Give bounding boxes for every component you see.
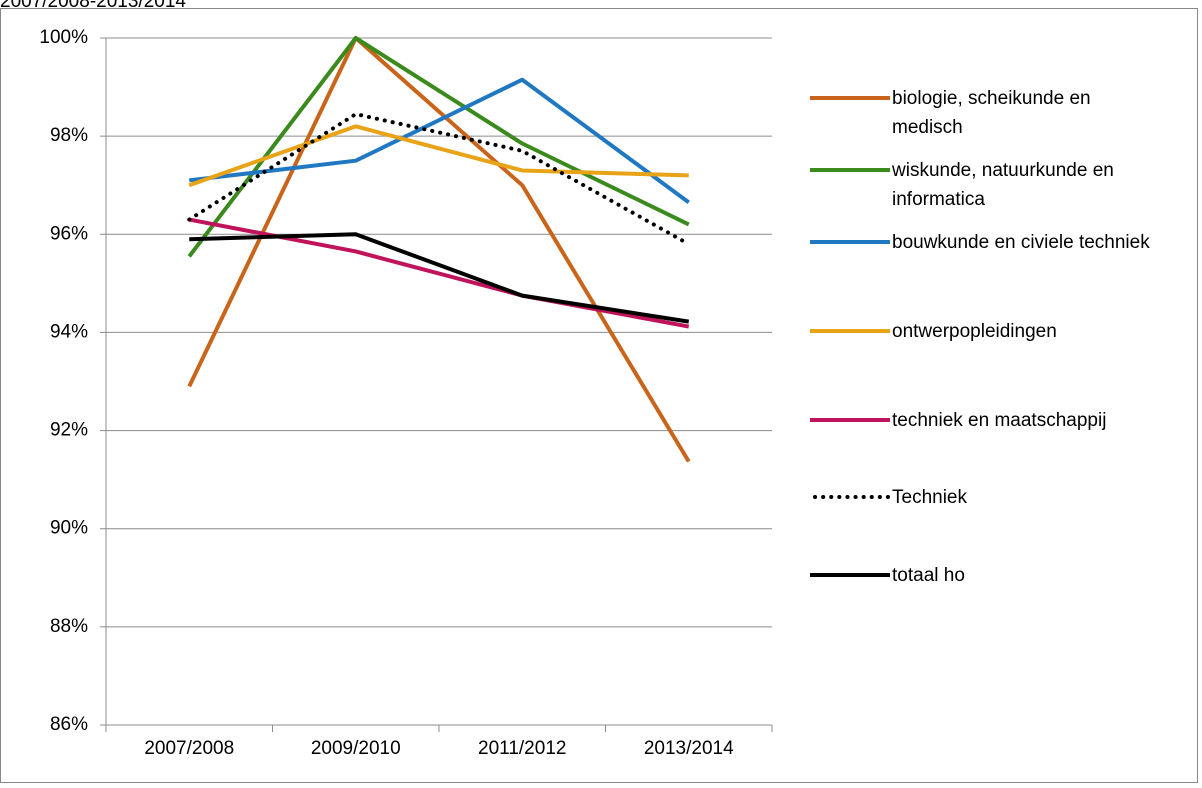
legend-label: techniek en maatschappij [892,409,1107,431]
legend-label: biologie, scheikunde en medisch [892,87,1091,138]
legend-entry: totaal ho [892,564,965,586]
y-tick-label: 94% [50,321,88,342]
y-tick-label: 88% [50,616,88,637]
y-tick-label: 90% [50,518,88,539]
y-tick-label: 100% [39,27,88,48]
legend-entry: ontwerpopleidingen [892,320,1057,342]
y-tick-label: 98% [50,125,88,146]
legend-label: Techniek [892,486,967,508]
series-line [189,232,690,324]
x-tick-label: 2011/2012 [478,738,566,759]
legend-entry: techniek en maatschappij [892,409,1107,431]
legend-entry: wiskunde, natuurkunde en informatica [892,159,1114,210]
x-tick-label: 2007/2008 [144,738,234,759]
y-tick-label: 92% [50,420,88,441]
series-line [189,77,690,204]
y-tick-label: 96% [50,223,88,244]
chart-title: 2007/2008-2013/2014 [0,0,186,12]
y-tick-label: 86% [50,714,88,735]
legend-label: totaal ho [892,564,965,586]
x-tick-label: 2009/2010 [311,738,401,759]
series-line [187,36,690,258]
series-line [188,124,689,188]
legend-entry: biologie, scheikunde en medisch [892,87,1091,138]
legend-label: ontwerpopleidingen [892,320,1057,342]
legend-entry: Techniek [892,486,967,508]
x-tick-label: 2013/2014 [644,738,734,759]
legend-label: bouwkunde en civiele techniek [892,231,1150,253]
series-line [187,36,691,463]
legend-entry: bouwkunde en civiele techniek [892,231,1150,253]
legend-label: wiskunde, natuurkunde en informatica [892,159,1114,210]
series-line [187,112,691,247]
